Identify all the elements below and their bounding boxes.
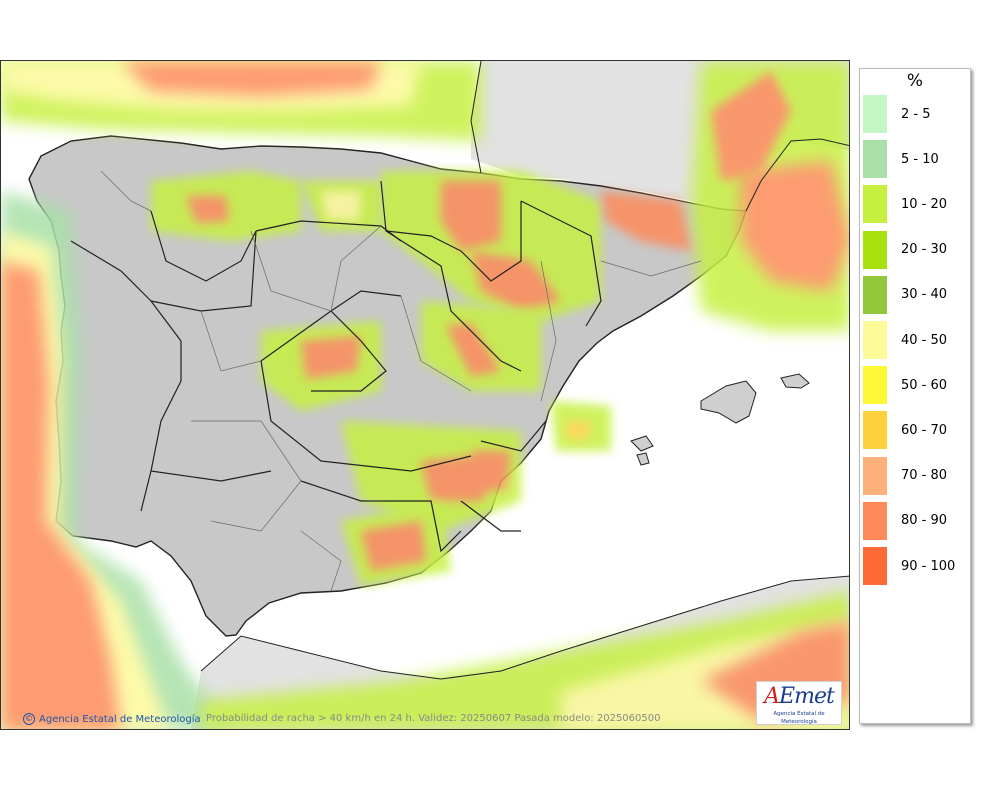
- legend-label: 30 - 40: [901, 287, 948, 303]
- legend-swatch: [863, 411, 887, 450]
- legend-panel: % 2 - 5 5 - 10 10 - 20 20 - 30 30 - 40 40 - 5…: [859, 68, 971, 724]
- legend-swatch: [863, 366, 887, 405]
- legend-label: 80 - 90: [901, 513, 948, 529]
- legend-swatch: [863, 456, 887, 495]
- legend-swatch: [863, 185, 887, 224]
- map-panel: © Agencia Estatal de Meteorología Probab…: [0, 60, 850, 730]
- copyright-icon: ©: [23, 713, 35, 725]
- legend-item: 20 - 30: [863, 230, 969, 269]
- legend-item: 2 - 5: [863, 95, 969, 133]
- legend-swatch: [863, 275, 887, 314]
- footer-credit: © Agencia Estatal de Meteorología: [23, 713, 201, 725]
- footer-credit-text: Agencia Estatal de Meteorología: [39, 713, 201, 725]
- france-coast: [745, 138, 849, 212]
- legend-item: 10 - 20: [863, 185, 969, 224]
- legend-item: 80 - 90: [863, 501, 969, 540]
- legend-label: 60 - 70: [901, 422, 948, 438]
- legend-title: %: [906, 71, 924, 91]
- aemet-logo: AEmet Agencia Estatal de Meteorología: [756, 681, 842, 725]
- balearic-islands: [630, 373, 810, 466]
- africa-coast: [200, 575, 849, 680]
- legend-item: 90 - 100: [863, 547, 969, 585]
- legend-swatch: [863, 321, 887, 359]
- legend-label: 40 - 50: [901, 332, 948, 348]
- legend-label: 2 - 5: [901, 106, 931, 122]
- legend-swatch: [863, 140, 887, 179]
- legend-item: 30 - 40: [863, 275, 969, 314]
- legend-swatch: [863, 95, 887, 133]
- cantabrian-boundary: [470, 61, 482, 174]
- footer-description: Probabilidad de racha > 40 km/h en 24 h.…: [206, 713, 661, 724]
- legend-item: 70 - 80: [863, 456, 969, 495]
- legend-item: 60 - 70: [863, 411, 969, 450]
- legend-item: 5 - 10: [863, 140, 969, 179]
- province-borders: [100, 170, 702, 592]
- probability-overlay: [1, 61, 849, 729]
- legend-label: 90 - 100: [901, 558, 956, 574]
- legend-swatch: [863, 501, 887, 540]
- legend-label: 20 - 30: [901, 242, 948, 258]
- legend-item: 40 - 50: [863, 321, 969, 359]
- logo-subtitle: Agencia Estatal de Meteorología: [773, 711, 825, 725]
- legend-label: 5 - 10: [901, 151, 939, 167]
- legend-item: 50 - 60: [863, 366, 969, 405]
- region-borders: [70, 180, 602, 553]
- legend-swatch: [863, 547, 887, 585]
- legend-label: 10 - 20: [901, 196, 948, 212]
- legend-label: 70 - 80: [901, 468, 948, 484]
- logo-mark: AEmet: [764, 684, 835, 709]
- legend-label: 50 - 60: [901, 377, 948, 393]
- legend-swatch: [863, 230, 887, 269]
- probability-map: [1, 61, 849, 729]
